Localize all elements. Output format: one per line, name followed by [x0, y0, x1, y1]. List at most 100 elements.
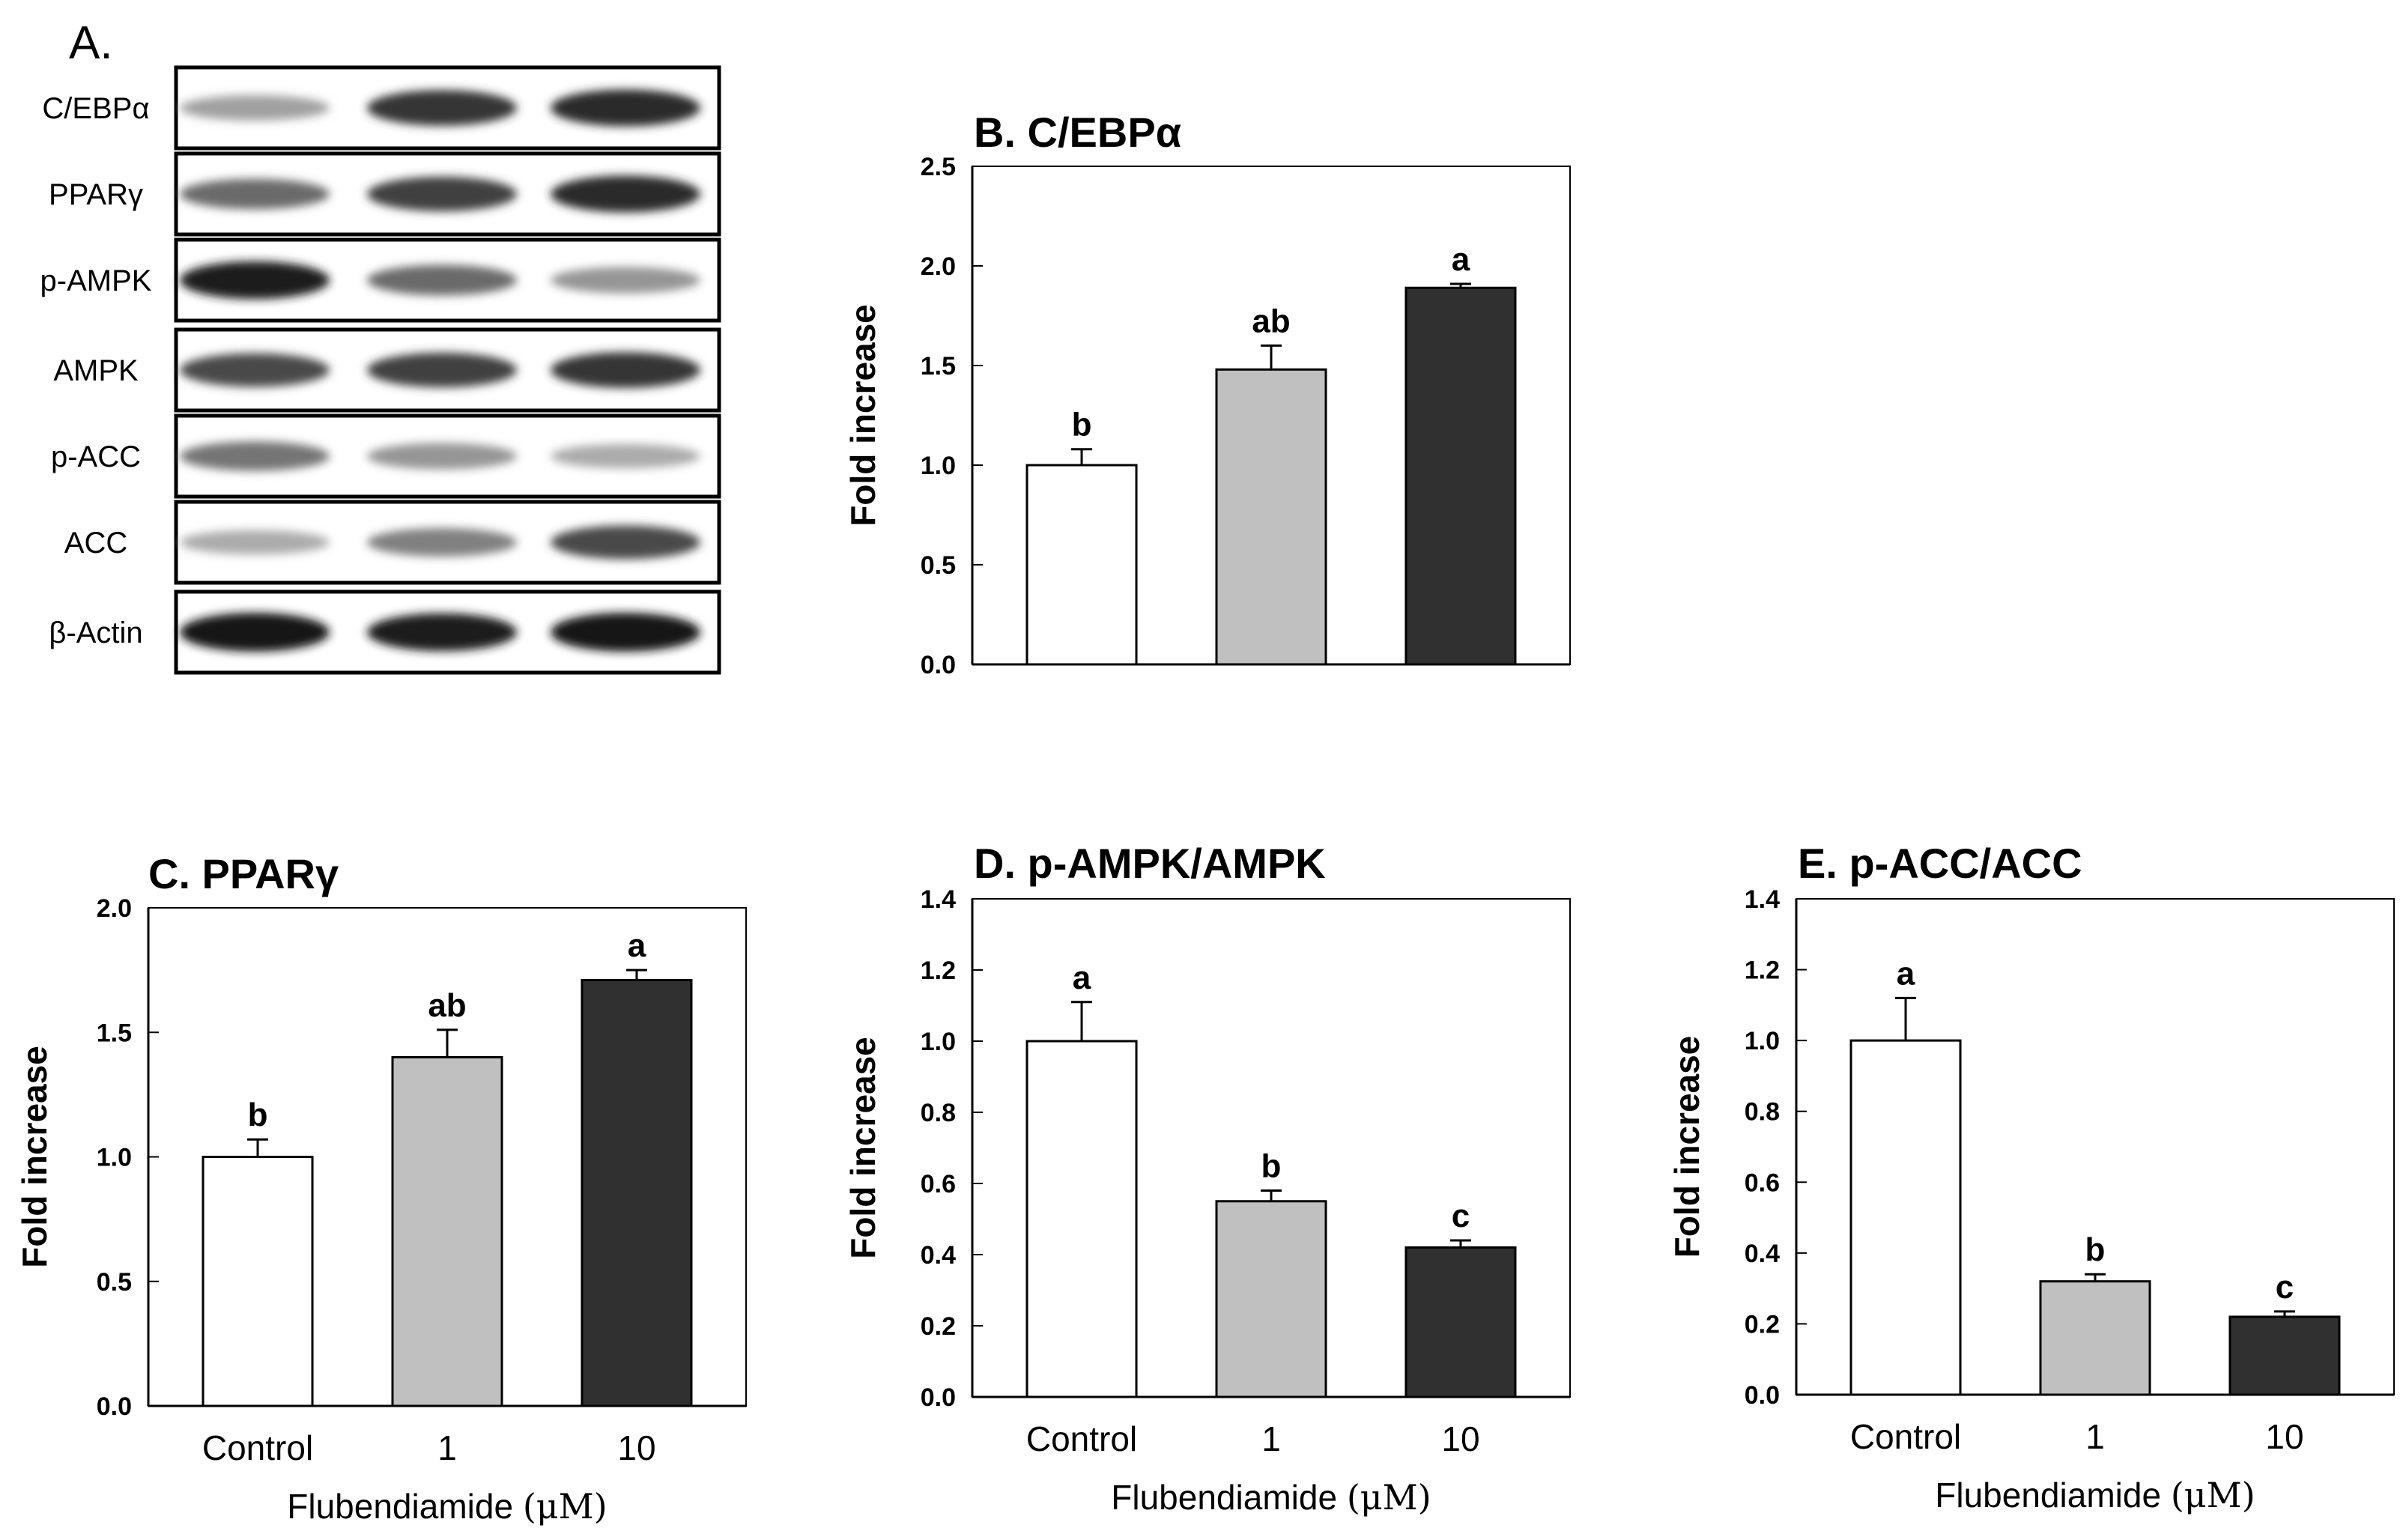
- x-axis-label-text: Flubendiamide: [287, 1487, 523, 1526]
- y-tick-label: 0.0: [97, 1392, 132, 1421]
- category-label: Control: [1850, 1417, 1961, 1456]
- blot-row-label: p-ACC: [51, 440, 141, 473]
- bar: [1215, 368, 1327, 666]
- y-tick-label: 0.0: [921, 651, 956, 679]
- bar-charts: B. C/EBPα 0.0 0.5 1.0 1.5 2.0 2.5 Fold increase…: [15, 109, 2395, 1527]
- y-tick-label: 1.5: [97, 1019, 132, 1047]
- blot-band: [180, 530, 330, 555]
- y-tick-label: 0.6: [921, 1170, 956, 1198]
- y-tick-label: 1.0: [921, 1028, 956, 1056]
- bar: [1404, 1246, 1517, 1398]
- blot-band: [551, 175, 700, 213]
- bar: [1215, 1200, 1327, 1398]
- bar: [1025, 464, 1138, 666]
- bar: [2039, 1280, 2151, 1396]
- chart-title: E. p-ACC/ACC: [1798, 840, 2082, 887]
- blot-row-label: AMPK: [53, 354, 139, 387]
- chart-C: C. PPARγ 0.0 0.5 1.0 1.5 2.0 Fold increase b Con…: [15, 850, 747, 1527]
- significance-letter: ab: [428, 987, 466, 1024]
- significance-letter: a: [1073, 960, 1091, 996]
- blot-band: [551, 352, 700, 388]
- blot-row-label: PPARγ: [49, 178, 143, 211]
- y-tick-label: 0.5: [97, 1268, 132, 1297]
- category-label: 1: [437, 1428, 457, 1467]
- x-axis-unit: (μM): [1347, 1477, 1431, 1518]
- blot-band: [180, 353, 330, 387]
- significance-letter: a: [1452, 241, 1470, 278]
- blot-band: [367, 176, 517, 212]
- category-label: Control: [1026, 1419, 1137, 1458]
- significance-letter: a: [628, 927, 646, 964]
- x-axis-unit: (μM): [2171, 1475, 2255, 1515]
- y-tick-label: 0.0: [921, 1383, 956, 1412]
- x-axis-unit: (μM): [523, 1486, 607, 1527]
- category-label: 1: [1261, 1419, 1281, 1458]
- blot-band: [180, 613, 330, 652]
- y-tick-label: 0.2: [1745, 1310, 1780, 1339]
- y-tick-label: 1.4: [1745, 885, 1780, 914]
- y-axis-label: Fold increase: [1667, 1036, 1706, 1258]
- significance-letter: ab: [1252, 303, 1290, 339]
- y-tick-label: 1.0: [1745, 1027, 1780, 1055]
- category-label: 10: [2265, 1417, 2303, 1456]
- significance-letter: c: [2276, 1269, 2294, 1306]
- blot-band: [551, 613, 700, 652]
- y-tick-label: 0.8: [921, 1099, 956, 1127]
- category-label: 10: [1441, 1419, 1479, 1458]
- western-blot-panel: C/EBPα PPARγ p-AMPK AMPK p-ACC ACC β-Actin: [40, 65, 721, 675]
- chart-E: E. p-ACC/ACC 0.0 0.2 0.4 0.6 0.8 1.0 1.2 1.4 Fold…: [1667, 840, 2395, 1515]
- significance-letter: c: [1452, 1198, 1470, 1234]
- blot-band: [367, 528, 517, 557]
- y-tick-label: 0.5: [921, 551, 956, 580]
- y-tick-label: 0.0: [1745, 1381, 1780, 1410]
- y-tick-label: 0.2: [921, 1312, 956, 1341]
- y-axis-label: Fold increase: [15, 1046, 54, 1268]
- significance-letter: b: [1261, 1148, 1282, 1185]
- x-axis-label: Flubendiamide (μM): [287, 1486, 607, 1527]
- y-tick-label: 1.0: [921, 452, 956, 480]
- blot-band: [551, 267, 700, 294]
- blot-band: [180, 95, 330, 121]
- y-tick-label: 0.4: [1745, 1240, 1780, 1268]
- blot-row-label: p-AMPK: [40, 264, 152, 297]
- bar: [201, 1156, 314, 1407]
- blot-band: [367, 443, 517, 470]
- bar: [2228, 1315, 2341, 1396]
- y-tick-label: 1.2: [1745, 957, 1780, 985]
- category-label: Control: [202, 1428, 313, 1467]
- y-tick-label: 2.0: [97, 894, 132, 923]
- blot-band: [551, 525, 700, 560]
- bar: [391, 1056, 503, 1407]
- blot-band: [551, 89, 700, 127]
- x-axis-label: Flubendiamide (μM): [1935, 1475, 2255, 1515]
- y-tick-label: 0.4: [921, 1241, 956, 1270]
- blot-band: [367, 264, 517, 296]
- chart-title: C. PPARγ: [148, 850, 339, 897]
- blot-band: [367, 90, 517, 126]
- significance-letter: b: [248, 1097, 268, 1133]
- blot-band: [367, 613, 517, 652]
- chart-title: B. C/EBPα: [974, 109, 1181, 156]
- y-axis-label: Fold increase: [843, 304, 882, 527]
- bar: [1849, 1039, 1962, 1396]
- significance-letter: b: [1072, 407, 1092, 443]
- bar: [581, 978, 693, 1407]
- y-tick-label: 1.0: [97, 1144, 132, 1172]
- chart-title: D. p-AMPK/AMPK: [974, 840, 1326, 887]
- bar: [1025, 1040, 1138, 1398]
- chart-B: B. C/EBPα 0.0 0.5 1.0 1.5 2.0 2.5 Fold increase…: [843, 109, 1571, 679]
- blot-row-label: ACC: [64, 527, 127, 560]
- blot-band: [551, 443, 700, 469]
- y-tick-label: 1.4: [921, 885, 956, 914]
- x-axis-label-text: Flubendiamide: [1111, 1478, 1347, 1517]
- x-axis-label-text: Flubendiamide: [1935, 1476, 2171, 1515]
- significance-letter: a: [1897, 955, 1915, 992]
- y-tick-label: 2.0: [921, 252, 956, 281]
- blot-band: [180, 441, 330, 471]
- y-tick-label: 2.5: [921, 153, 956, 181]
- blot-row-label: C/EBPα: [42, 92, 149, 125]
- y-tick-label: 1.5: [921, 352, 956, 381]
- blot-band: [180, 178, 330, 210]
- x-axis-label: Flubendiamide (μM): [1111, 1477, 1431, 1518]
- blot-band: [367, 352, 517, 388]
